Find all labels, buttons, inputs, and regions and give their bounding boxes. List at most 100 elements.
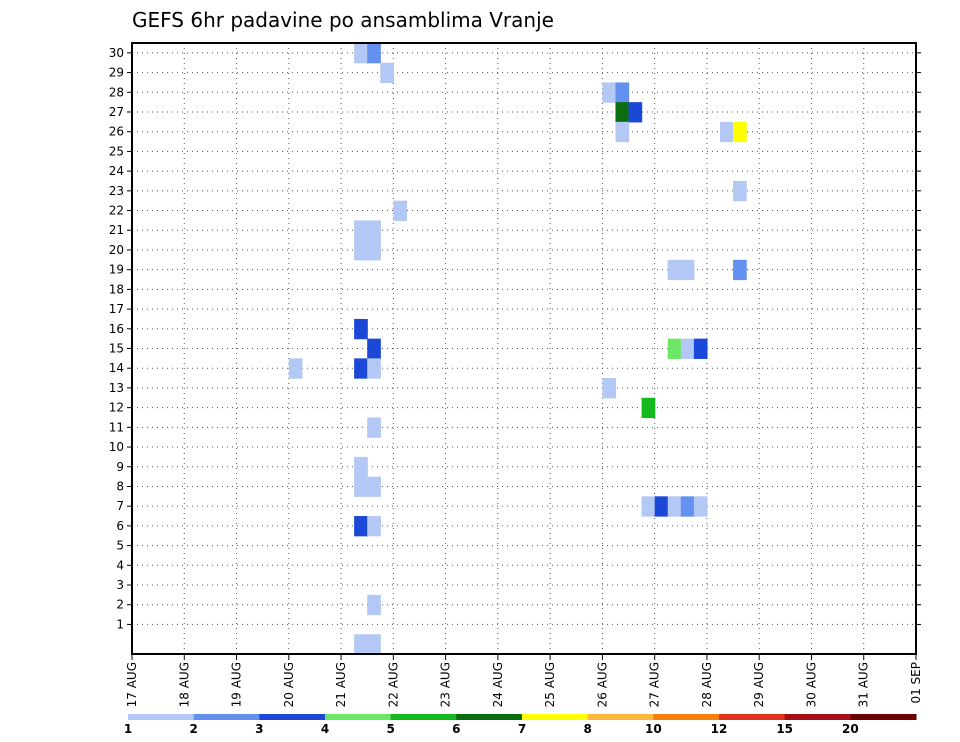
x-tick-label: 19 AUG [230, 662, 244, 707]
precip-cell [354, 318, 368, 340]
x-tick-label: 17 AUG [125, 662, 139, 707]
x-tick-label: 30 AUG [805, 662, 819, 707]
plot-frame [131, 42, 917, 655]
precip-cell [367, 338, 381, 359]
precip-cell [367, 516, 381, 537]
colorbar-label: 7 [518, 722, 526, 736]
colorbar-label: 20 [842, 722, 859, 736]
precip-cell [367, 358, 381, 379]
colorbar-segment [456, 714, 523, 720]
precip-cell [680, 259, 695, 281]
precip-cell [367, 476, 381, 497]
x-tick-label: 28 AUG [700, 662, 714, 707]
precip-cell [367, 417, 381, 438]
x-tick-label: 27 AUG [648, 662, 662, 707]
colorbar-segment [325, 714, 392, 720]
precip-cell [367, 220, 381, 241]
y-tick-label: 23 [109, 184, 124, 198]
x-tick-label: 29 AUG [752, 662, 766, 707]
precip-cell [354, 516, 368, 537]
precip-cell [354, 220, 368, 241]
x-axis-ticks: 17 AUG 18 AUG 19 AUG 20 AUG 21 AUG 22 AUG 23 A… [125, 654, 923, 707]
y-tick-label: 10 [109, 440, 124, 454]
precip-cell [354, 456, 368, 478]
y-tick-label: 26 [109, 125, 124, 139]
precip-cell [641, 397, 656, 419]
y-tick-label: 16 [109, 322, 124, 336]
precip-cell [354, 358, 368, 379]
colorbar-label: 3 [255, 722, 263, 736]
precip-cell [354, 634, 368, 655]
precip-cell [393, 200, 407, 221]
precip-cell [354, 240, 368, 261]
y-tick-label: 29 [109, 66, 124, 80]
precip-cell [602, 82, 617, 103]
colorbar-segment [719, 714, 786, 720]
y-tick-label: 13 [109, 381, 124, 395]
colorbar-label: 10 [645, 722, 662, 736]
y-tick-label: 22 [109, 204, 124, 218]
cells-layer [288, 43, 747, 655]
y-tick-label: 18 [109, 282, 124, 296]
y-tick-label: 5 [116, 539, 124, 553]
y-tick-label: 1 [116, 617, 124, 631]
grid-lines [132, 43, 916, 654]
colorbar-label: 5 [386, 722, 394, 736]
colorbar-segment [784, 714, 851, 720]
colorbar-segment [850, 714, 917, 720]
colorbar-segment [259, 714, 326, 720]
colorbar-label: 15 [776, 722, 793, 736]
precip-cell [367, 594, 381, 616]
x-tick-label: 31 AUG [857, 662, 871, 707]
precip-cell [615, 121, 630, 143]
x-tick-label: 23 AUG [439, 662, 453, 707]
precip-cell [654, 496, 669, 517]
y-axis-ticks: 1234567891011121314151617181920212223242… [109, 46, 921, 631]
y-tick-label: 19 [109, 263, 124, 277]
precip-cell [354, 43, 368, 64]
precip-cell [667, 259, 682, 281]
precip-cell [367, 240, 381, 261]
y-tick-label: 8 [116, 479, 124, 493]
y-tick-label: 17 [109, 302, 124, 316]
y-tick-label: 3 [116, 578, 124, 592]
x-tick-label: 20 AUG [282, 662, 296, 707]
colorbar-label: 8 [583, 722, 591, 736]
precip-cell [602, 378, 617, 399]
y-tick-label: 6 [116, 519, 124, 533]
precip-cell [733, 180, 747, 202]
y-tick-label: 7 [116, 499, 124, 513]
y-tick-label: 9 [116, 460, 124, 474]
x-tick-label: 22 AUG [386, 662, 400, 707]
precip-cell [667, 496, 682, 517]
precip-cell [288, 358, 303, 379]
precip-cell [680, 496, 695, 517]
colorbar-segment [653, 714, 720, 720]
y-tick-label: 24 [109, 164, 124, 178]
y-tick-label: 25 [109, 144, 124, 158]
y-tick-label: 27 [109, 105, 124, 119]
y-tick-label: 21 [109, 223, 124, 237]
y-tick-label: 28 [109, 85, 124, 99]
colorbar: 1 2 3 4 5 6 7 8 10 12 15 20 [124, 714, 917, 736]
y-tick-label: 30 [109, 46, 124, 60]
precip-cell [367, 43, 381, 64]
chart-title: GEFS 6hr padavine po ansamblima Vranje [132, 8, 554, 32]
precip-cell [354, 476, 368, 497]
colorbar-label: 2 [189, 722, 197, 736]
y-tick-label: 11 [109, 420, 124, 434]
precip-cell [680, 338, 695, 359]
y-tick-label: 12 [109, 401, 124, 415]
precip-cell [367, 634, 381, 655]
colorbar-segment [522, 714, 589, 720]
x-tick-label: 21 AUG [334, 662, 348, 707]
x-tick-label: 26 AUG [595, 662, 609, 707]
precip-cell [615, 102, 630, 123]
precip-cell [733, 121, 747, 143]
precip-cell [693, 338, 708, 359]
x-tick-label: 25 AUG [543, 662, 557, 707]
x-tick-label: 01 SEP [909, 662, 923, 704]
x-tick-label: 18 AUG [177, 662, 191, 707]
colorbar-label: 12 [711, 722, 728, 736]
